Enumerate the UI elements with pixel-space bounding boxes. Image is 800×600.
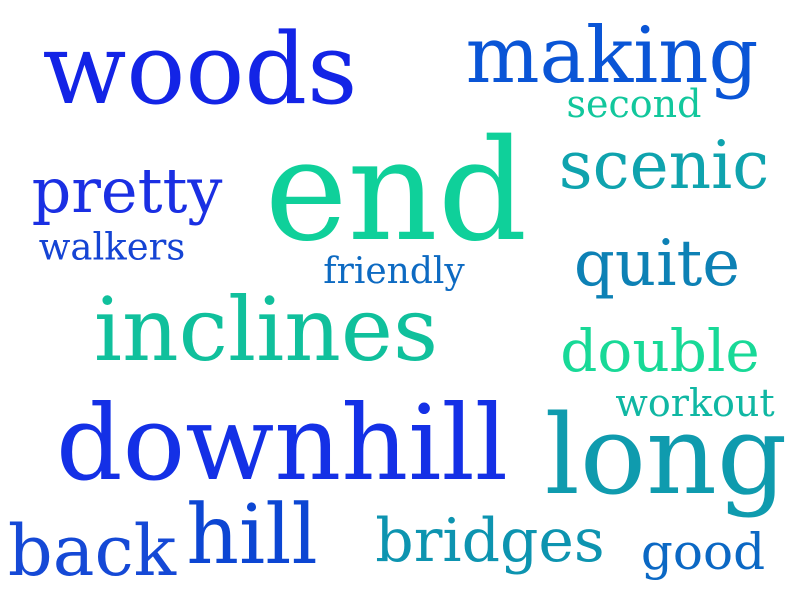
word-woods: woods <box>42 13 358 127</box>
word-long: long <box>544 391 788 519</box>
word-inclines: inclines <box>93 278 439 381</box>
word-scenic: scenic <box>558 127 770 204</box>
word-making: making <box>465 11 759 101</box>
word-hill: hill <box>186 488 318 583</box>
word-walkers: walkers <box>38 225 186 269</box>
word-pretty: pretty <box>31 154 223 227</box>
word-good: good <box>640 523 766 581</box>
word-quite: quite <box>573 227 741 301</box>
word-back: back <box>7 510 177 592</box>
word-bridges: bridges <box>375 506 605 576</box>
word-friendly: friendly <box>323 251 465 292</box>
word-downhill: downhill <box>56 382 508 504</box>
word-second: second <box>566 82 702 126</box>
word-end: end <box>264 110 528 273</box>
word-workout: workout <box>615 381 775 425</box>
word-double: double <box>560 317 760 385</box>
